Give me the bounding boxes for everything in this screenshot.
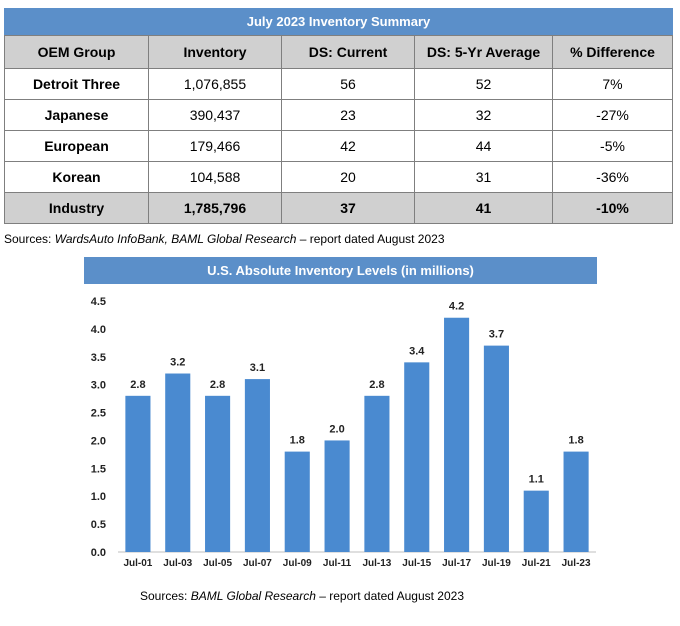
bar — [444, 317, 470, 552]
header-ds-current: DS: Current — [281, 35, 415, 69]
x-tick-label: Jul-21 — [522, 558, 551, 569]
inventory-bar-chart: 0.0 0.5 1.0 1.5 2.0 2.5 3.0 3.5 4.0 4.5 2.8 Jul-01 3… — [91, 296, 596, 569]
y-tick-label: 1.5 — [91, 463, 106, 475]
table-title: July 2023 Inventory Summary — [4, 8, 673, 35]
bar — [404, 362, 430, 552]
cell-ds-5yr-average: 52 — [414, 68, 553, 100]
x-tick-label: Jul-07 — [243, 558, 272, 569]
table-header-row: OEM Group Inventory DS: Current DS: 5-Yr… — [4, 35, 673, 69]
cell-ds-current: 37 — [281, 192, 415, 224]
x-tick-label: Jul-05 — [203, 558, 232, 569]
bar-value-label: 3.1 — [250, 362, 265, 374]
bar — [244, 379, 270, 552]
cell-inventory: 390,437 — [148, 99, 282, 131]
header-inventory: Inventory — [148, 35, 282, 69]
x-tick-label: Jul-19 — [482, 558, 511, 569]
cell-oem-group: Japanese — [4, 99, 149, 131]
y-tick-label: 3.0 — [91, 380, 106, 392]
summary-table: OEM Group Inventory DS: Current DS: 5-Yr… — [4, 35, 673, 224]
chart-title: U.S. Absolute Inventory Levels (in milli… — [84, 257, 597, 284]
bar-value-label: 3.4 — [409, 345, 425, 357]
cell-pct-difference: -5% — [552, 130, 673, 162]
cell-pct-difference: -10% — [552, 192, 673, 224]
x-tick-label: Jul-01 — [123, 558, 152, 569]
bar-value-label: 3.7 — [489, 329, 504, 341]
cell-pct-difference: 7% — [552, 68, 673, 100]
cell-ds-5yr-average: 44 — [414, 130, 553, 162]
table-row: Korean 104,588 20 31 -36% — [4, 161, 673, 193]
cell-oem-group: Detroit Three — [4, 68, 149, 100]
y-tick-label: 0.5 — [91, 519, 106, 531]
cell-ds-current: 42 — [281, 130, 415, 162]
source-suffix: – report dated August 2023 — [315, 589, 465, 603]
bar — [324, 440, 350, 552]
y-tick-label: 1.0 — [91, 491, 106, 503]
x-tick-label: Jul-15 — [402, 558, 431, 569]
y-tick-label: 4.0 — [91, 324, 106, 336]
cell-inventory: 179,466 — [148, 130, 282, 162]
bar — [165, 373, 191, 552]
source-italic: WardsAuto InfoBank, BAML Global Research — [54, 232, 297, 246]
bar-value-label: 2.8 — [210, 379, 225, 391]
x-tick-label: Jul-09 — [283, 558, 312, 569]
bar — [523, 490, 549, 552]
cell-oem-group: Korean — [4, 161, 149, 193]
x-tick-label: Jul-23 — [562, 558, 591, 569]
x-tick-label: Jul-11 — [323, 558, 352, 569]
cell-pct-difference: -36% — [552, 161, 673, 193]
bar-value-label: 1.8 — [568, 435, 583, 447]
cell-ds-current: 23 — [281, 99, 415, 131]
bar-value-label: 2.8 — [130, 379, 145, 391]
table-row: Detroit Three 1,076,855 56 52 7% — [4, 68, 673, 100]
inventory-summary-table: July 2023 Inventory Summary OEM Group In… — [4, 8, 673, 224]
x-tick-label: Jul-17 — [442, 558, 471, 569]
header-ds-5yr-average: DS: 5-Yr Average — [414, 35, 553, 69]
bar — [205, 395, 231, 552]
cell-ds-5yr-average: 32 — [414, 99, 553, 131]
y-tick-label: 0.0 — [91, 547, 106, 559]
bar-value-label: 1.8 — [290, 435, 305, 447]
bar-value-label: 2.0 — [329, 423, 344, 435]
y-tick-label: 2.0 — [91, 435, 106, 447]
table-row: European 179,466 42 44 -5% — [4, 130, 673, 162]
chart-source-note: Sources: BAML Global Research – report d… — [140, 589, 464, 603]
source-prefix: Sources: — [140, 589, 191, 603]
y-tick-label: 3.5 — [91, 352, 106, 364]
table-row: Japanese 390,437 23 32 -27% — [4, 99, 673, 131]
bar — [483, 345, 509, 552]
cell-oem-group: Industry — [4, 192, 149, 224]
cell-ds-5yr-average: 31 — [414, 161, 553, 193]
header-oem-group: OEM Group — [4, 35, 149, 69]
source-prefix: Sources: — [4, 232, 55, 246]
source-italic: BAML Global Research — [190, 589, 316, 603]
bar-value-label: 1.1 — [529, 474, 544, 486]
cell-ds-current: 56 — [281, 68, 415, 100]
cell-ds-5yr-average: 41 — [414, 192, 553, 224]
bar — [125, 395, 151, 552]
header-pct-difference: % Difference — [552, 35, 673, 69]
x-tick-label: Jul-03 — [163, 558, 192, 569]
cell-inventory: 1,076,855 — [148, 68, 282, 100]
cell-inventory: 1,785,796 — [148, 192, 282, 224]
table-row-industry: Industry 1,785,796 37 41 -10% — [4, 192, 673, 224]
bar-value-label: 4.2 — [449, 301, 464, 313]
table-source-note: Sources: WardsAuto InfoBank, BAML Global… — [4, 232, 445, 246]
bar — [284, 451, 310, 552]
bar — [364, 395, 390, 552]
y-tick-label: 2.5 — [91, 408, 106, 420]
cell-pct-difference: -27% — [552, 99, 673, 131]
cell-ds-current: 20 — [281, 161, 415, 193]
bar-value-label: 2.8 — [369, 379, 384, 391]
source-suffix: – report dated August 2023 — [296, 232, 445, 246]
cell-inventory: 104,588 — [148, 161, 282, 193]
cell-oem-group: European — [4, 130, 149, 162]
y-tick-label: 4.5 — [91, 296, 106, 308]
x-tick-label: Jul-13 — [362, 558, 391, 569]
bar-value-label: 3.2 — [170, 357, 185, 369]
bar — [563, 451, 589, 552]
